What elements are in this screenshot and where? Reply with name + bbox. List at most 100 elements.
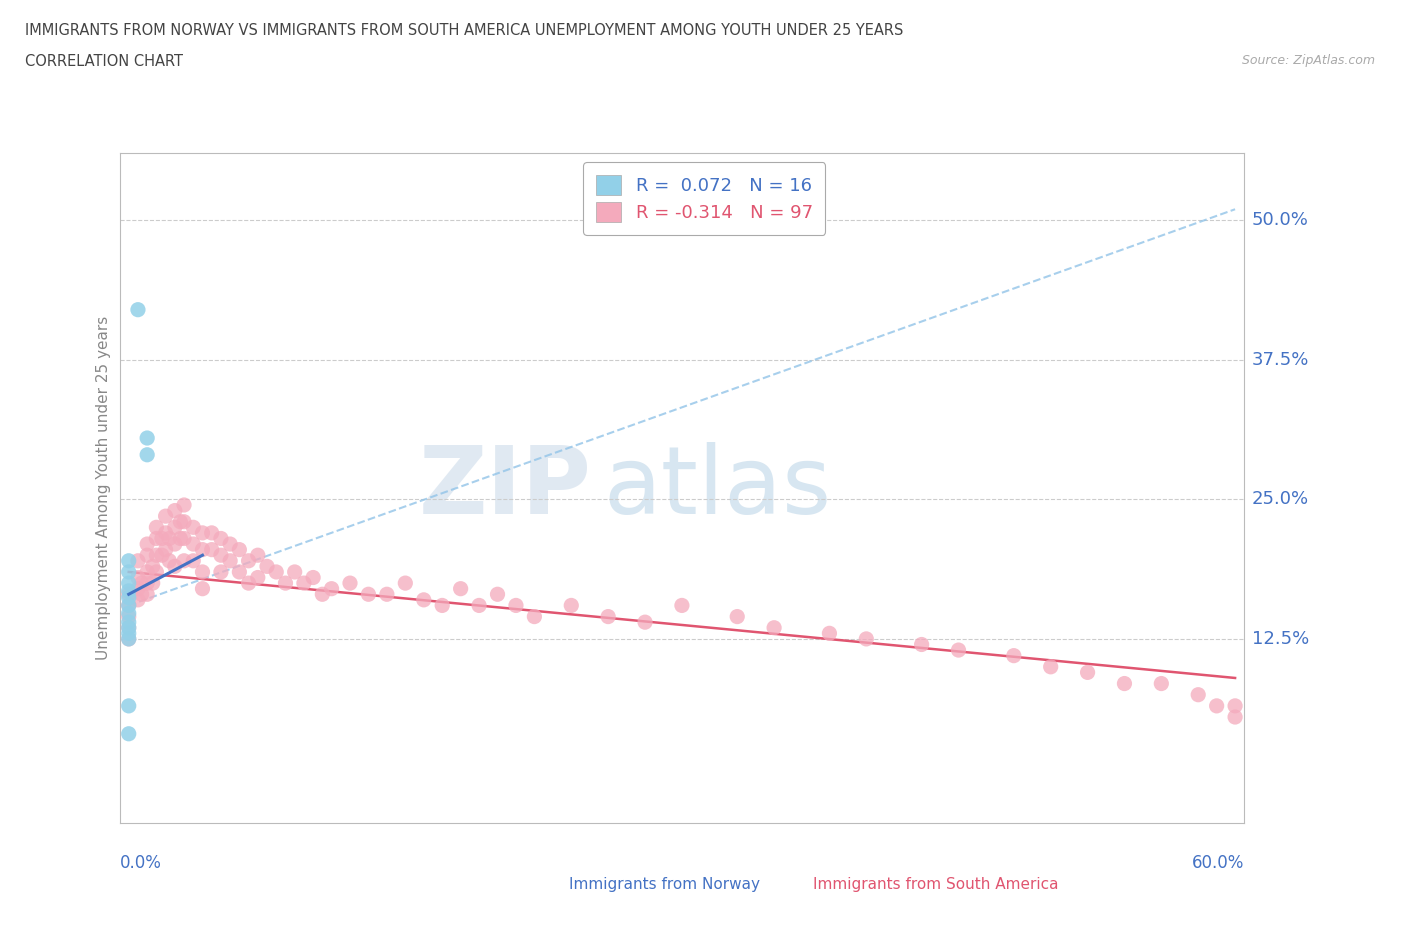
Y-axis label: Unemployment Among Youth under 25 years: Unemployment Among Youth under 25 years — [96, 316, 111, 660]
Point — [948, 643, 970, 658]
Point — [725, 609, 748, 624]
Point — [1039, 659, 1062, 674]
Point — [155, 525, 177, 540]
Point — [523, 609, 546, 624]
Point — [201, 525, 224, 540]
Point — [118, 626, 141, 641]
Text: atlas: atlas — [603, 443, 831, 534]
Point — [191, 581, 214, 596]
Point — [191, 542, 214, 557]
Point — [181, 520, 204, 535]
Point — [118, 583, 141, 598]
Point — [450, 581, 472, 596]
Point — [118, 553, 141, 568]
Point — [191, 525, 214, 540]
Point — [468, 598, 491, 613]
Point — [763, 620, 786, 635]
Point — [412, 592, 434, 607]
Text: CORRELATION CHART: CORRELATION CHART — [25, 54, 183, 69]
Point — [155, 542, 177, 557]
Text: Immigrants from Norway: Immigrants from Norway — [569, 877, 761, 892]
Point — [163, 559, 186, 574]
Point — [157, 531, 180, 546]
Point — [238, 576, 260, 591]
Point — [131, 576, 153, 591]
Text: Source: ZipAtlas.com: Source: ZipAtlas.com — [1241, 54, 1375, 67]
Point — [127, 581, 149, 596]
Point — [505, 598, 527, 613]
Text: 0.0%: 0.0% — [120, 854, 162, 871]
Point — [118, 609, 141, 624]
Point — [173, 553, 195, 568]
Point — [302, 570, 325, 585]
Point — [1150, 676, 1173, 691]
Point — [1077, 665, 1099, 680]
Point — [1114, 676, 1136, 691]
Text: 37.5%: 37.5% — [1251, 351, 1309, 369]
Point — [246, 548, 269, 563]
Point — [127, 302, 149, 317]
Point — [173, 514, 195, 529]
Point — [136, 565, 159, 579]
Point — [1223, 698, 1246, 713]
Text: Immigrants from South America: Immigrants from South America — [813, 877, 1059, 892]
Text: 25.0%: 25.0% — [1251, 490, 1309, 509]
Point — [1205, 698, 1227, 713]
Point — [1223, 710, 1246, 724]
Point — [142, 559, 165, 574]
Point — [486, 587, 509, 602]
Point — [292, 576, 315, 591]
Point — [136, 576, 159, 591]
Point — [209, 565, 232, 579]
Point — [394, 576, 416, 591]
Point — [560, 598, 582, 613]
Point — [855, 631, 877, 646]
Point — [118, 605, 141, 620]
Point — [118, 576, 141, 591]
Point — [209, 548, 232, 563]
Point — [228, 565, 250, 579]
Point — [284, 565, 307, 579]
Point — [432, 598, 454, 613]
Point — [136, 447, 159, 462]
Point — [118, 591, 141, 605]
Point — [118, 598, 141, 613]
Point — [118, 620, 141, 635]
Text: 12.5%: 12.5% — [1251, 630, 1309, 648]
Point — [118, 587, 141, 602]
Point — [127, 592, 149, 607]
Point — [173, 498, 195, 512]
Point — [118, 698, 141, 713]
Legend: R =  0.072   N = 16, R = -0.314   N = 97: R = 0.072 N = 16, R = -0.314 N = 97 — [583, 163, 825, 234]
Point — [136, 537, 159, 551]
Point — [209, 531, 232, 546]
Point — [219, 537, 242, 551]
Point — [246, 570, 269, 585]
Point — [173, 531, 195, 546]
Point — [145, 520, 167, 535]
Point — [598, 609, 620, 624]
Text: ZIP: ZIP — [419, 443, 592, 534]
Point — [157, 553, 180, 568]
Point — [191, 565, 214, 579]
Point — [910, 637, 932, 652]
Point — [169, 531, 191, 546]
Point — [357, 587, 380, 602]
Point — [274, 576, 297, 591]
Text: IMMIGRANTS FROM NORWAY VS IMMIGRANTS FROM SOUTH AMERICA UNEMPLOYMENT AMONG YOUTH: IMMIGRANTS FROM NORWAY VS IMMIGRANTS FRO… — [25, 23, 904, 38]
Point — [142, 576, 165, 591]
Point — [150, 531, 173, 546]
Point — [127, 570, 149, 585]
Point — [118, 615, 141, 630]
Point — [145, 565, 167, 579]
Point — [131, 587, 153, 602]
Point — [118, 620, 141, 635]
Point — [145, 548, 167, 563]
Point — [118, 631, 141, 646]
Point — [634, 615, 657, 630]
Point — [375, 587, 398, 602]
Point — [1002, 648, 1025, 663]
Point — [228, 542, 250, 557]
Point — [136, 431, 159, 445]
Point — [169, 514, 191, 529]
